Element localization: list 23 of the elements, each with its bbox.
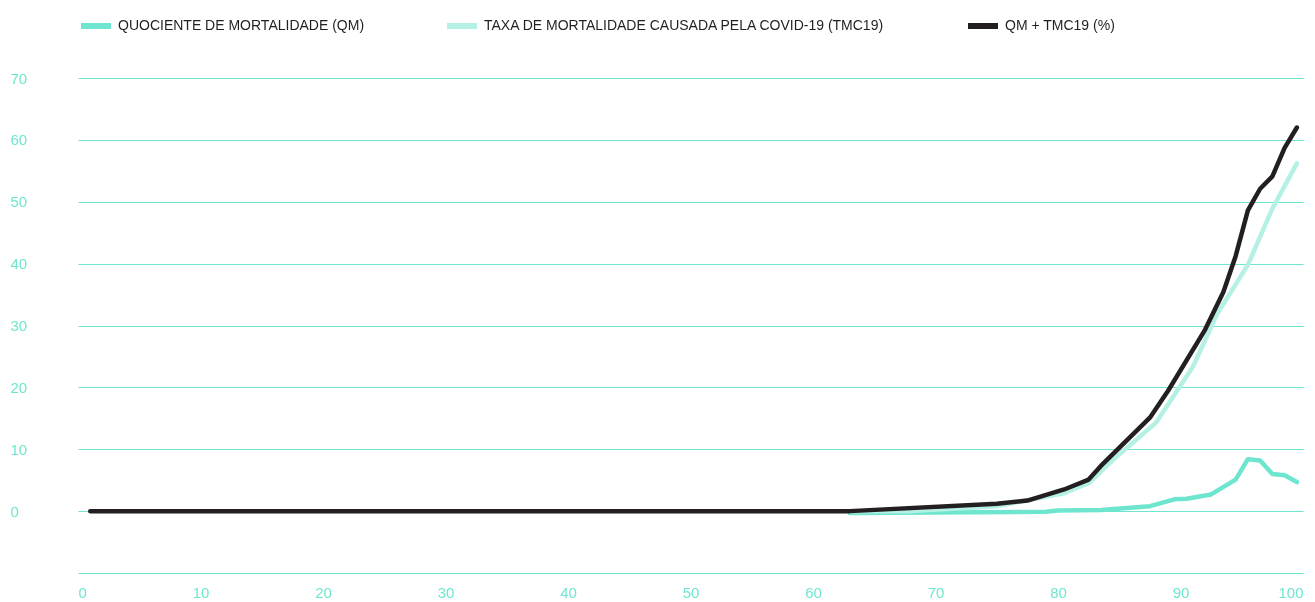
x-tick-label: 90 bbox=[1172, 583, 1190, 601]
x-tick-label: 40 bbox=[560, 583, 577, 601]
y-tick-label: 30 bbox=[10, 317, 28, 334]
x-tick-label: 80 bbox=[1050, 583, 1067, 601]
x-tick-label: 60 bbox=[805, 583, 822, 601]
y-tick-label: 20 bbox=[10, 378, 28, 396]
y-tick-label: 0 bbox=[10, 502, 19, 520]
legend-label: QM + TMC19 (%) bbox=[1005, 17, 1115, 33]
y-tick-label: 40 bbox=[10, 255, 28, 273]
x-tick-label: 70 bbox=[927, 583, 945, 601]
legend-label: QUOCIENTE DE MORTALIDADE (QM) bbox=[118, 17, 365, 33]
x-tick-label: 100 bbox=[1278, 583, 1304, 601]
line-series bbox=[88, 125, 1300, 514]
x-tick-label: 20 bbox=[315, 583, 332, 601]
legend-label: TAXA DE MORTALIDADE CAUSADA PELA COVID-19 (TMC19) bbox=[484, 17, 884, 33]
y-tick-label: 50 bbox=[10, 193, 28, 211]
y-tick-label: 10 bbox=[10, 440, 28, 458]
x-tick-label: 30 bbox=[437, 583, 455, 601]
y-tick-label: 70 bbox=[10, 69, 28, 87]
x-tick-label: 0 bbox=[78, 583, 87, 601]
y-tick-label: 60 bbox=[10, 131, 28, 149]
x-tick-label: 50 bbox=[682, 583, 700, 601]
x-tick-label: 10 bbox=[192, 583, 210, 601]
